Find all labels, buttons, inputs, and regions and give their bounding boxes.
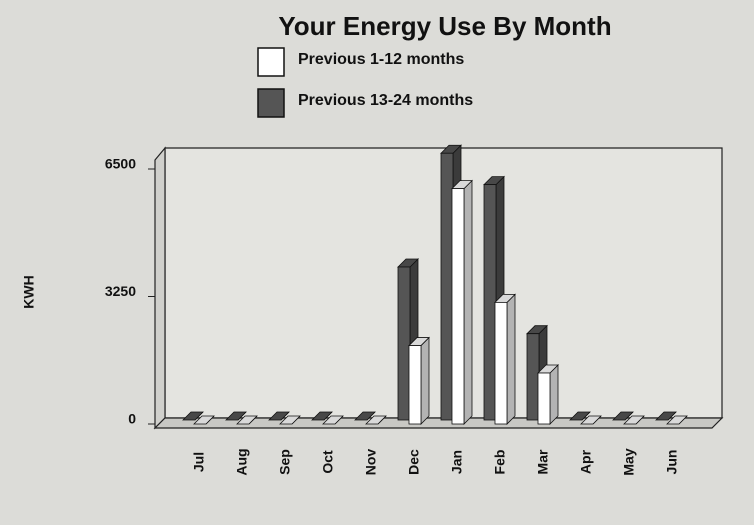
left-wall [154, 146, 166, 430]
bar [494, 301, 508, 425]
bar [537, 372, 551, 425]
bar-side [506, 293, 516, 425]
x-tick-label: Oct [320, 450, 336, 474]
y-tick-label: 6500 [105, 156, 136, 172]
bar-top [311, 411, 333, 421]
x-tick-label: Aug [234, 448, 250, 475]
bar [408, 345, 422, 425]
x-tick-label: Apr [578, 449, 594, 474]
bar-top [655, 411, 677, 421]
x-tick-label: Dec [406, 449, 422, 475]
bar [451, 188, 465, 425]
bar [483, 184, 497, 421]
x-tick-label: May [621, 448, 637, 475]
bar-top [225, 411, 247, 421]
bar-top [569, 411, 591, 421]
bar-side [463, 179, 473, 425]
bar-top [268, 411, 290, 421]
y-axis-label: KWH [21, 275, 37, 308]
bar-top [182, 411, 204, 421]
bar [440, 152, 454, 421]
bar-top [623, 415, 645, 425]
bar-top [666, 415, 688, 425]
x-tick-label: Nov [363, 449, 379, 476]
chart-title: Your Energy Use By Month [278, 11, 611, 41]
bar-side [420, 336, 430, 425]
legend-label: Previous 13-24 months [298, 92, 473, 109]
bar-top [612, 411, 634, 421]
x-tick-label: Jul [191, 452, 207, 472]
y-tick-label: 0 [128, 411, 136, 427]
legend-label: Previous 1-12 months [298, 51, 464, 68]
bar-top [322, 415, 344, 425]
bar-top [279, 415, 301, 425]
legend-swatch [257, 88, 285, 118]
x-tick-label: Jun [664, 450, 680, 475]
y-tick-label: 3250 [105, 283, 136, 299]
x-tick-label: Sep [277, 449, 293, 475]
bar-top [236, 415, 258, 425]
floor [153, 417, 724, 429]
bar-top [365, 415, 387, 425]
x-tick-label: Jan [449, 450, 465, 474]
x-tick-label: Mar [535, 449, 551, 474]
bar-top [193, 415, 215, 425]
legend-swatch [257, 47, 285, 77]
bar-side [549, 364, 559, 425]
bar-top [354, 411, 376, 421]
bar [397, 266, 411, 421]
x-tick-label: Feb [492, 450, 508, 475]
bar [526, 333, 540, 421]
bar-top [580, 415, 602, 425]
